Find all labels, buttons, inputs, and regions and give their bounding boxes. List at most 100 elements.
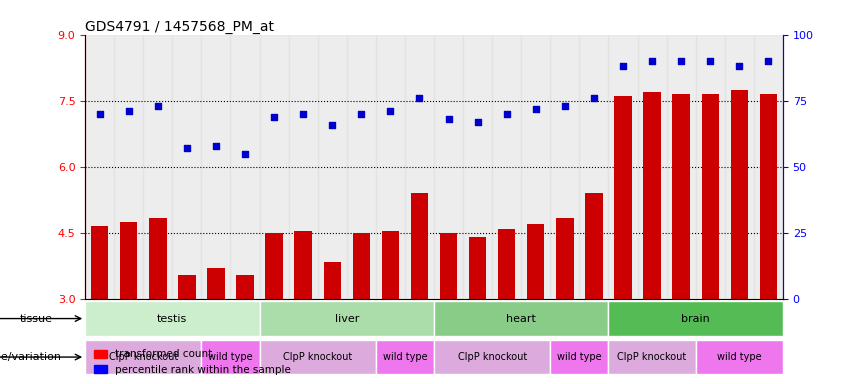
- Bar: [585, 194, 603, 299]
- Point: [442, 116, 455, 122]
- FancyBboxPatch shape: [434, 301, 608, 336]
- FancyBboxPatch shape: [202, 340, 260, 374]
- Bar: [347, 35, 376, 299]
- Point: [180, 145, 194, 151]
- Bar: [114, 35, 143, 299]
- Text: liver: liver: [334, 314, 359, 324]
- Text: brain: brain: [682, 314, 710, 324]
- Bar: [580, 35, 608, 299]
- Bar: [91, 227, 108, 299]
- Legend: transformed count, percentile rank within the sample: transformed count, percentile rank withi…: [90, 345, 295, 379]
- FancyBboxPatch shape: [551, 340, 608, 374]
- Text: wild type: wild type: [557, 352, 602, 362]
- Bar: [557, 218, 574, 299]
- Bar: [294, 231, 311, 299]
- Bar: [405, 35, 434, 299]
- Bar: [463, 35, 492, 299]
- FancyBboxPatch shape: [85, 301, 260, 336]
- Bar: [672, 94, 690, 299]
- FancyBboxPatch shape: [696, 340, 783, 374]
- Y-axis label: genotype/variation: genotype/variation: [0, 352, 62, 362]
- Point: [762, 58, 775, 64]
- Y-axis label: tissue: tissue: [20, 314, 53, 324]
- Text: ClpP knockout: ClpP knockout: [283, 352, 352, 362]
- Point: [93, 111, 106, 117]
- Point: [238, 151, 252, 157]
- Bar: [143, 35, 173, 299]
- Bar: [178, 275, 196, 299]
- Bar: [551, 35, 580, 299]
- Bar: [85, 35, 114, 299]
- FancyBboxPatch shape: [608, 340, 696, 374]
- Text: GDS4791 / 1457568_PM_at: GDS4791 / 1457568_PM_at: [85, 20, 274, 33]
- Bar: [643, 92, 660, 299]
- Bar: [521, 35, 551, 299]
- Bar: [120, 222, 138, 299]
- Text: ClpP knockout: ClpP knockout: [458, 352, 527, 362]
- Bar: [149, 218, 167, 299]
- Text: wild type: wild type: [717, 352, 762, 362]
- FancyBboxPatch shape: [260, 340, 376, 374]
- Bar: [231, 35, 260, 299]
- Bar: [701, 94, 719, 299]
- Bar: [440, 233, 457, 299]
- Bar: [637, 35, 666, 299]
- Bar: [266, 233, 283, 299]
- Bar: [434, 35, 463, 299]
- Bar: [260, 35, 288, 299]
- Bar: [614, 96, 631, 299]
- Bar: [323, 262, 341, 299]
- Bar: [352, 233, 370, 299]
- FancyBboxPatch shape: [260, 301, 434, 336]
- Text: ClpP knockout: ClpP knockout: [618, 352, 687, 362]
- FancyBboxPatch shape: [376, 340, 434, 374]
- Bar: [730, 90, 748, 299]
- Bar: [288, 35, 317, 299]
- Point: [325, 121, 339, 127]
- FancyBboxPatch shape: [85, 340, 202, 374]
- Text: testis: testis: [157, 314, 187, 324]
- Point: [500, 111, 513, 117]
- Bar: [469, 237, 487, 299]
- Point: [209, 143, 223, 149]
- Point: [616, 63, 630, 70]
- Point: [355, 111, 368, 117]
- Point: [704, 58, 717, 64]
- Text: wild type: wild type: [208, 352, 253, 362]
- Point: [645, 58, 659, 64]
- Point: [122, 108, 135, 114]
- Bar: [725, 35, 754, 299]
- Text: ClpP knockout: ClpP knockout: [109, 352, 178, 362]
- Point: [413, 95, 426, 101]
- Bar: [411, 194, 428, 299]
- Bar: [237, 275, 254, 299]
- FancyBboxPatch shape: [608, 301, 783, 336]
- Point: [296, 111, 310, 117]
- Bar: [498, 229, 516, 299]
- Bar: [317, 35, 347, 299]
- Bar: [754, 35, 783, 299]
- Bar: [202, 35, 231, 299]
- Text: wild type: wild type: [383, 352, 427, 362]
- Bar: [760, 94, 777, 299]
- Point: [151, 103, 164, 109]
- Bar: [376, 35, 405, 299]
- Point: [529, 106, 543, 112]
- FancyBboxPatch shape: [434, 340, 551, 374]
- Bar: [696, 35, 725, 299]
- Point: [733, 63, 746, 70]
- Bar: [208, 268, 225, 299]
- Point: [558, 103, 572, 109]
- Point: [471, 119, 484, 125]
- Bar: [381, 231, 399, 299]
- Point: [384, 108, 397, 114]
- Bar: [172, 35, 202, 299]
- Text: heart: heart: [506, 314, 536, 324]
- Bar: [666, 35, 696, 299]
- Point: [267, 114, 281, 120]
- Bar: [527, 224, 545, 299]
- Point: [674, 58, 688, 64]
- Bar: [492, 35, 521, 299]
- Point: [587, 95, 601, 101]
- Bar: [608, 35, 637, 299]
